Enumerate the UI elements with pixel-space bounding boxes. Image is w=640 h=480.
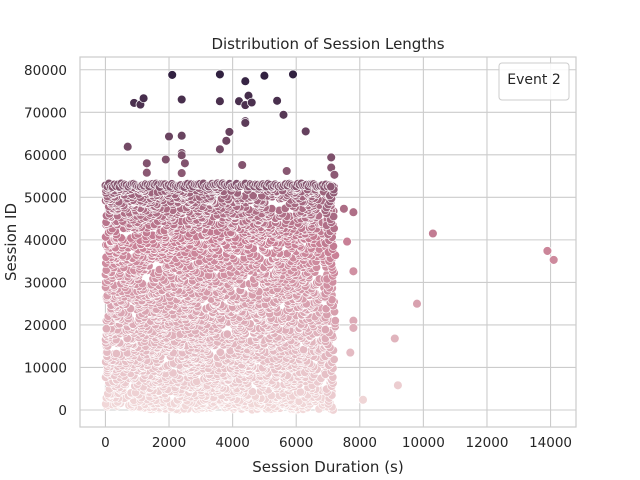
outlier-point — [329, 170, 340, 180]
data-point — [320, 325, 330, 335]
outlier-point — [326, 152, 336, 163]
y-tick-label: 30000 — [24, 275, 67, 291]
outlier-point — [176, 94, 187, 105]
outlier-point — [142, 167, 152, 178]
legend-title: Event 2 — [507, 72, 560, 88]
y-axis-label: Session ID — [2, 203, 20, 281]
outlier-point — [180, 158, 190, 169]
x-tick-label: 14000 — [529, 435, 572, 451]
outlier-point — [390, 333, 400, 344]
y-tick-label: 80000 — [24, 63, 67, 79]
outlier-point — [339, 204, 349, 214]
outlier-point — [215, 69, 225, 80]
outlier-point — [358, 395, 368, 405]
y-tick-label: 40000 — [24, 233, 67, 249]
outlier-point — [300, 126, 311, 137]
outlier-point — [348, 266, 359, 277]
x-tick-labels: 0 2000 4000 6000 8000 10000 12000 14000 — [101, 435, 572, 451]
outlier-point — [428, 228, 438, 239]
x-axis-label: Session Duration (s) — [252, 458, 403, 476]
outlier-point — [412, 298, 422, 309]
y-tick-label: 70000 — [24, 105, 67, 121]
y-tick-label: 0 — [58, 403, 67, 419]
outlier-point — [259, 70, 270, 81]
data-point — [101, 324, 111, 334]
outlier-point — [288, 69, 298, 80]
outlier-point — [215, 96, 225, 106]
outlier-point — [176, 130, 187, 141]
outlier-point — [348, 207, 359, 217]
y-tick-label: 60000 — [24, 148, 67, 164]
data-point — [330, 316, 340, 326]
dense-point-cloud — [100, 178, 340, 415]
outlier-point — [221, 136, 232, 146]
x-tick-label: 6000 — [279, 435, 313, 451]
legend: Event 2 — [498, 62, 570, 101]
x-tick-label: 12000 — [465, 435, 508, 451]
outlier-point — [122, 141, 133, 152]
y-tick-labels: 0 10000 20000 30000 40000 50000 60000 70000 8000… — [24, 63, 67, 419]
data-point — [111, 349, 121, 359]
outlier-point — [548, 255, 559, 265]
outlier-point — [246, 97, 257, 108]
outlier-point — [164, 131, 174, 142]
outlier-point — [348, 323, 359, 333]
x-tick-label: 10000 — [402, 435, 445, 451]
x-tick-label: 8000 — [343, 435, 377, 451]
outlier-point — [281, 166, 292, 176]
y-tick-label: 10000 — [24, 360, 67, 376]
x-tick-label: 2000 — [152, 435, 186, 451]
outlier-point — [142, 158, 152, 169]
outlier-point — [342, 236, 352, 247]
outlier-point — [176, 150, 187, 160]
outlier-point — [278, 110, 289, 120]
y-tick-label: 50000 — [24, 190, 67, 206]
x-tick-label: 0 — [101, 435, 110, 451]
y-tick-label: 20000 — [24, 318, 67, 334]
outlier-point — [224, 127, 235, 137]
outlier-point — [240, 118, 251, 128]
outlier-point — [393, 380, 403, 391]
outlier-point — [345, 347, 356, 358]
outlier-point — [542, 246, 553, 256]
data-point — [326, 182, 336, 192]
outlier-point — [215, 144, 225, 155]
outlier-point — [138, 93, 149, 104]
x-tick-label: 4000 — [215, 435, 249, 451]
outlier-point — [237, 160, 247, 170]
outlier-point — [161, 154, 171, 165]
outlier-point — [167, 70, 177, 80]
data-point — [222, 329, 232, 339]
outlier-point — [176, 168, 187, 178]
outlier-point — [240, 76, 251, 86]
chart-title: Distribution of Session Lengths — [211, 35, 444, 53]
outlier-point — [272, 96, 282, 106]
